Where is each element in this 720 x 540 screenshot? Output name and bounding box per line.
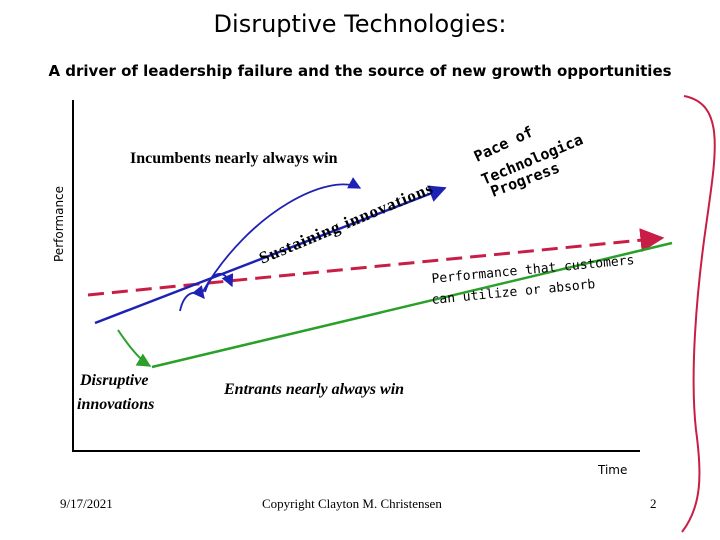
footer-page-number: 2: [650, 496, 657, 511]
slide-title: Disruptive Technologies:: [213, 10, 507, 38]
entrants-label: Entrants nearly always win: [223, 381, 404, 398]
hop-arrow-medium: [204, 273, 234, 293]
sustaining-technology-line: [94, 185, 447, 325]
footer-copyright: Copyright Clayton M. Christensen: [262, 496, 442, 511]
x-axis-label: Time: [597, 463, 627, 477]
disruptive-arrow: [117, 329, 152, 367]
incumbents-label: Incumbents nearly always win: [130, 150, 338, 167]
incumbent-jump-arrow: [201, 177, 362, 294]
y-axis-label: Performance: [52, 186, 66, 262]
disruptive-technology-line: [151, 241, 673, 369]
sustaining-innovations-label: Sustaining innovations: [256, 178, 436, 267]
disruptive-innovations-label-line1: Disruptive: [79, 372, 148, 389]
slide-subtitle: A driver of leadership failure and the s…: [48, 62, 672, 80]
hop-arrow-small: [179, 285, 205, 312]
disruptive-innovations-label-line2: innovations: [77, 396, 154, 413]
footer-date: 9/17/2021: [60, 496, 113, 511]
customer-distribution-curve: [681, 95, 716, 533]
customer-performance-line: [87, 228, 665, 297]
